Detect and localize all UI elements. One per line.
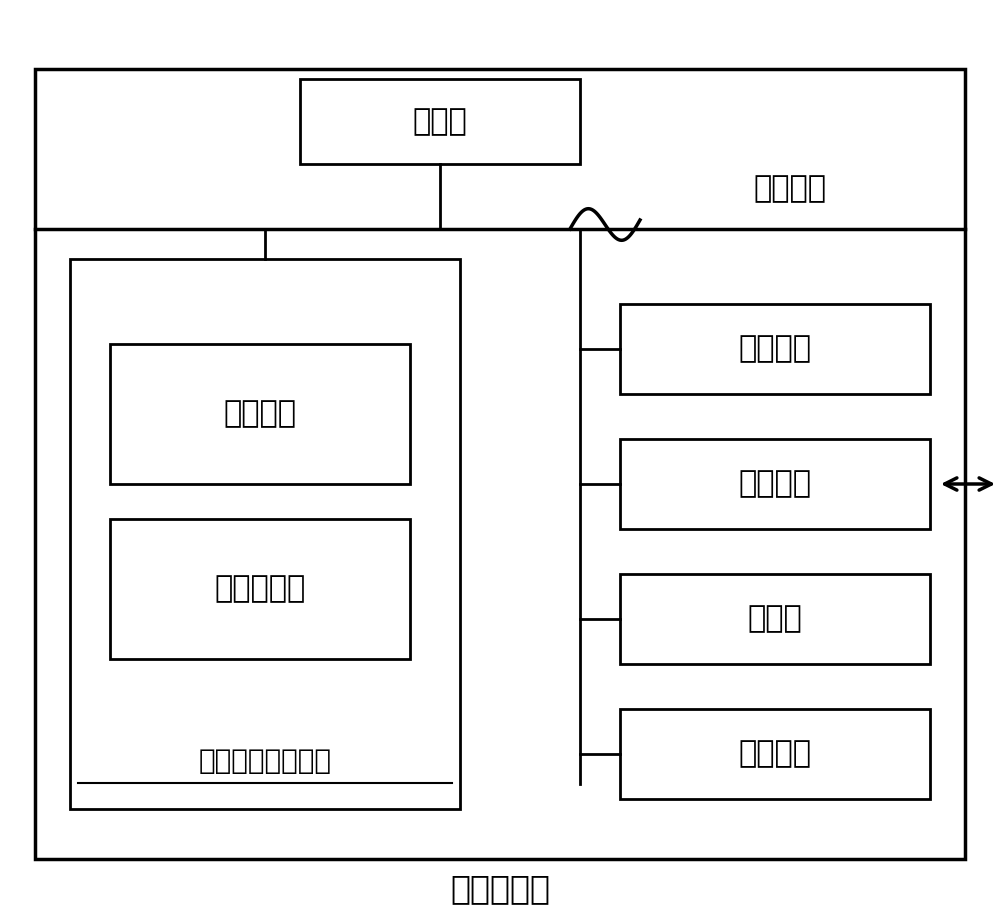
Text: 网络接口: 网络接口 xyxy=(738,470,812,498)
Text: 内存储器: 内存储器 xyxy=(738,335,812,364)
FancyBboxPatch shape xyxy=(300,79,580,164)
FancyBboxPatch shape xyxy=(620,709,930,799)
FancyBboxPatch shape xyxy=(620,439,930,529)
Text: 计算机程序: 计算机程序 xyxy=(214,575,306,603)
FancyBboxPatch shape xyxy=(110,344,410,484)
FancyBboxPatch shape xyxy=(620,574,930,664)
Text: 显示屏: 显示屏 xyxy=(748,604,802,633)
Text: 非易失性存储介质: 非易失性存储介质 xyxy=(198,747,332,775)
Text: 处理器: 处理器 xyxy=(413,107,467,136)
FancyBboxPatch shape xyxy=(110,519,410,659)
Text: 系统总线: 系统总线 xyxy=(754,175,826,204)
Text: 输入装置: 输入装置 xyxy=(738,739,812,769)
FancyBboxPatch shape xyxy=(35,69,965,859)
FancyBboxPatch shape xyxy=(70,259,460,809)
Text: 计算机设备: 计算机设备 xyxy=(450,873,550,906)
FancyBboxPatch shape xyxy=(620,304,930,394)
Text: 操作系统: 操作系统 xyxy=(224,399,296,429)
